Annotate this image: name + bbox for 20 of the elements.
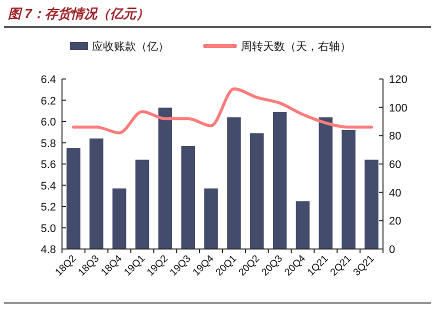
y-tick-label: 6.0 (40, 116, 56, 128)
y2-tick-label: 20 (389, 216, 402, 228)
y2-tick-label: 100 (389, 102, 408, 114)
y-tick-label: 5.8 (40, 138, 56, 150)
y-tick-label: 6.2 (40, 95, 56, 108)
y2-tick-label: 40 (389, 187, 402, 200)
y-tick-label: 5.0 (40, 222, 56, 235)
y2-tick-label: 120 (389, 74, 408, 86)
chart-title: 图 7：存货情况（亿元） (8, 6, 149, 21)
y-tick-label: 5.6 (40, 159, 56, 171)
y2-tick-label: 80 (389, 130, 402, 143)
y2-tick-label: 60 (389, 159, 402, 171)
y-tick-label: 5.2 (40, 202, 56, 214)
y2-tick-label: 0 (389, 244, 396, 256)
line-series (72, 87, 374, 134)
y-tick-label: 6.4 (40, 74, 56, 86)
legend-label: 周转天数（天，右轴） (241, 40, 351, 53)
legend-label: 应收账款（亿） (92, 40, 169, 53)
y-tick-label: 5.4 (40, 180, 56, 192)
y-tick-label: 4.8 (40, 244, 56, 256)
